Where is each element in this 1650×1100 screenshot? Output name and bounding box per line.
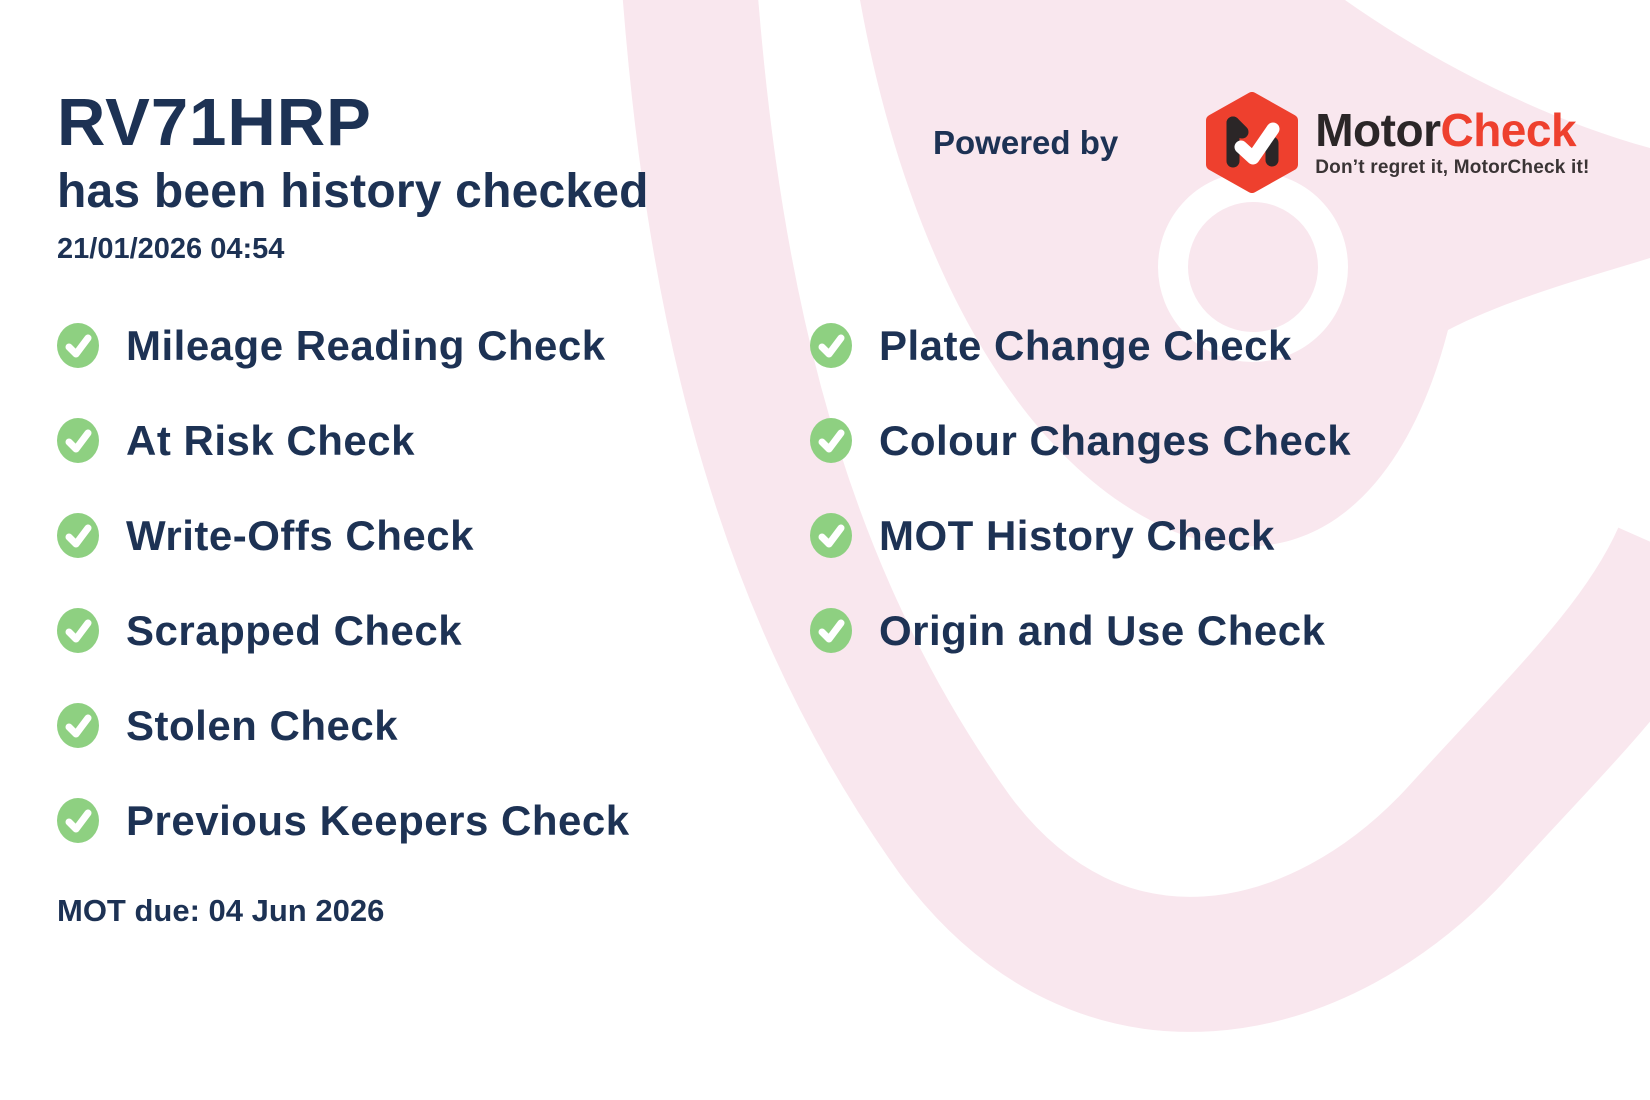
- check-label: Previous Keepers Check: [126, 796, 630, 844]
- check-label: Write-Offs Check: [126, 511, 474, 559]
- check-circle-icon: [57, 513, 99, 558]
- check-row: Stolen Check: [57, 701, 399, 749]
- check-row: Colour Changes Check: [810, 416, 1352, 464]
- check-row: Previous Keepers Check: [57, 796, 630, 844]
- check-row: Plate Change Check: [810, 321, 1292, 369]
- branding-row: Powered by MotorCheck Don’t regret it, M…: [933, 92, 1590, 193]
- check-circle-icon: [57, 608, 99, 653]
- check-row: MOT History Check: [810, 511, 1275, 559]
- motorcheck-hexagon-icon: [1206, 92, 1299, 193]
- check-label: At Risk Check: [126, 416, 415, 464]
- check-circle-icon: [57, 703, 99, 748]
- check-label: Scrapped Check: [126, 606, 463, 654]
- check-label: MOT History Check: [879, 511, 1275, 559]
- check-circle-icon: [810, 323, 852, 368]
- check-label: Plate Change Check: [879, 321, 1292, 369]
- check-label: Stolen Check: [126, 701, 399, 749]
- powered-by-label: Powered by: [933, 123, 1119, 161]
- title-block: RV71HRP has been history checked 21/01/2…: [57, 85, 649, 266]
- registration-plate: RV71HRP: [57, 85, 372, 160]
- brand-tagline: Don’t regret it, MotorCheck it!: [1315, 156, 1590, 178]
- check-timestamp: 21/01/2026 04:54: [57, 233, 285, 266]
- page-subtitle: has been history checked: [57, 165, 649, 219]
- brand-name-check: Check: [1440, 103, 1577, 156]
- brand-name-motor: Motor: [1315, 103, 1441, 156]
- check-row: Origin and Use Check: [810, 606, 1326, 654]
- check-row: Mileage Reading Check: [57, 321, 606, 369]
- check-circle-icon: [57, 418, 99, 463]
- check-label: Mileage Reading Check: [126, 321, 606, 369]
- check-circle-icon: [810, 513, 852, 558]
- check-label: Colour Changes Check: [879, 416, 1352, 464]
- check-circle-icon: [57, 798, 99, 843]
- check-circle-icon: [810, 608, 852, 653]
- check-circle-icon: [57, 323, 99, 368]
- mot-due-text: MOT due: 04 Jun 2026: [57, 893, 385, 928]
- brand-name: MotorCheck: [1315, 107, 1589, 153]
- brand-text: MotorCheck Don’t regret it, MotorCheck i…: [1315, 107, 1589, 179]
- check-label: Origin and Use Check: [879, 606, 1326, 654]
- check-row: At Risk Check: [57, 416, 415, 464]
- check-circle-icon: [810, 418, 852, 463]
- check-row: Write-Offs Check: [57, 511, 474, 559]
- check-row: Scrapped Check: [57, 606, 463, 654]
